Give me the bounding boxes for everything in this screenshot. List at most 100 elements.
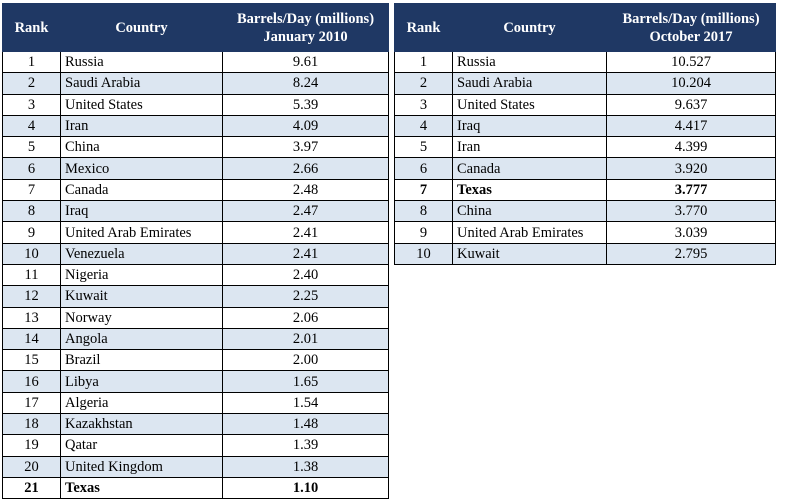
table-row: 1 Russia 9.61 — [2, 50, 389, 74]
table-row: 11 Nigeria 2.40 — [2, 263, 389, 287]
table-row: 2 Saudi Arabia 10.204 — [394, 72, 776, 95]
country-cell: Kuwait — [60, 285, 223, 308]
country-cell: Iraq — [60, 200, 223, 223]
value-cell: 4.09 — [222, 114, 389, 138]
table-row: 3 United States 9.637 — [394, 93, 776, 116]
country-cell: Brazil — [60, 349, 223, 372]
rank-cell: 4 — [2, 114, 61, 138]
value-cell: 8.24 — [222, 72, 389, 95]
value-cell: 3.920 — [606, 157, 776, 180]
country-cell: Canada — [60, 178, 223, 202]
rank-cell: 6 — [394, 157, 453, 180]
country-cell: United Arab Emirates — [452, 221, 607, 244]
country-cell: Angola — [60, 327, 223, 351]
rank-cell: 16 — [2, 370, 61, 393]
rank-cell: 6 — [2, 157, 61, 180]
table-row: 15 Brazil 2.00 — [2, 349, 389, 372]
rank-cell: 7 — [394, 178, 453, 202]
value-cell: 3.97 — [222, 136, 389, 159]
table-row: 3 United States 5.39 — [2, 93, 389, 116]
country-cell: Kuwait — [452, 242, 607, 265]
country-cell: Algeria — [60, 391, 223, 415]
country-cell: Canada — [452, 157, 607, 180]
value-cell: 2.795 — [606, 242, 776, 265]
value-cell: 3.039 — [606, 221, 776, 244]
value-cell: 2.06 — [222, 306, 389, 329]
rank-cell: 8 — [2, 200, 61, 223]
country-cell: Saudi Arabia — [60, 72, 223, 95]
value-cell: 3.777 — [606, 178, 776, 202]
rank-cell: 7 — [2, 178, 61, 202]
rank-cell: 9 — [394, 221, 453, 244]
table-row: 6 Mexico 2.66 — [2, 157, 389, 180]
table-row: 9 United Arab Emirates 3.039 — [394, 221, 776, 244]
value-cell: 1.54 — [222, 391, 389, 415]
country-cell: Texas — [60, 476, 223, 500]
value-cell: 1.65 — [222, 370, 389, 393]
table-body: 1 Russia 10.527 2 Saudi Arabia 10.204 3 United … — [394, 50, 776, 265]
rank-cell: 17 — [2, 391, 61, 415]
country-cell: Texas — [452, 178, 607, 202]
rank-header: Rank — [2, 3, 61, 52]
value-cell: 5.39 — [222, 93, 389, 116]
rank-cell: 13 — [2, 306, 61, 329]
value-cell: 1.48 — [222, 413, 389, 436]
rank-cell: 1 — [2, 50, 61, 74]
barrels-per-day-header: Barrels/Day (millions) October 2017 — [606, 3, 776, 52]
table-row: 8 China 3.770 — [394, 200, 776, 223]
barrels-per-day-header: Barrels/Day (millions) January 2010 — [222, 3, 389, 52]
table-row: 20 United Kingdom 1.38 — [2, 455, 389, 478]
oil-production-table-2010: Rank Country Barrels/Day (millions) Janu… — [2, 3, 389, 500]
rank-header: Rank — [394, 3, 453, 52]
rank-cell: 2 — [2, 72, 61, 95]
country-cell: United Kingdom — [60, 455, 223, 478]
table-row: 5 Iran 4.399 — [394, 136, 776, 159]
value-cell: 10.204 — [606, 72, 776, 95]
value-cell: 2.48 — [222, 178, 389, 202]
value-cell: 10.527 — [606, 50, 776, 74]
country-cell: United States — [60, 93, 223, 116]
header-row: Rank Country Barrels/Day (millions) Janu… — [2, 3, 389, 52]
country-cell: Iran — [452, 136, 607, 159]
value-cell: 2.00 — [222, 349, 389, 372]
rank-cell: 4 — [394, 114, 453, 138]
table-row: 6 Canada 3.920 — [394, 157, 776, 180]
rank-cell: 18 — [2, 413, 61, 436]
header-line-2: January 2010 — [263, 28, 348, 45]
value-cell: 2.40 — [222, 263, 389, 287]
country-cell: Russia — [452, 50, 607, 74]
value-cell: 1.38 — [222, 455, 389, 478]
value-cell: 4.417 — [606, 114, 776, 138]
country-cell: Libya — [60, 370, 223, 393]
table-row: 19 Qatar 1.39 — [2, 434, 389, 457]
header-line-1: Barrels/Day (millions) — [236, 10, 375, 27]
rank-cell: 9 — [2, 221, 61, 244]
table-row: 12 Kuwait 2.25 — [2, 285, 389, 308]
table-row: 10 Venezuela 2.41 — [2, 242, 389, 265]
rank-cell: 20 — [2, 455, 61, 478]
header-line-2: October 2017 — [649, 28, 733, 45]
table-row: 21 Texas 1.10 — [2, 476, 389, 500]
header-row: Rank Country Barrels/Day (millions) Octo… — [394, 3, 776, 52]
country-cell: United Arab Emirates — [60, 221, 223, 244]
table-row: 1 Russia 10.527 — [394, 50, 776, 74]
country-cell: Norway — [60, 306, 223, 329]
country-cell: Qatar — [60, 434, 223, 457]
rank-cell: 19 — [2, 434, 61, 457]
rank-cell: 10 — [394, 242, 453, 265]
country-cell: Iran — [60, 114, 223, 138]
value-cell: 9.61 — [222, 50, 389, 74]
country-cell: United States — [452, 93, 607, 116]
value-cell: 2.25 — [222, 285, 389, 308]
oil-production-table-2017: Rank Country Barrels/Day (millions) Octo… — [394, 3, 776, 265]
table-row: 17 Algeria 1.54 — [2, 391, 389, 415]
value-cell: 2.47 — [222, 200, 389, 223]
rank-cell: 21 — [2, 476, 61, 500]
country-cell: Russia — [60, 50, 223, 74]
table-row: 4 Iraq 4.417 — [394, 114, 776, 138]
value-cell: 9.637 — [606, 93, 776, 116]
value-cell: 2.41 — [222, 221, 389, 244]
rank-cell: 12 — [2, 285, 61, 308]
country-cell: Venezuela — [60, 242, 223, 265]
country-cell: Kazakhstan — [60, 413, 223, 436]
